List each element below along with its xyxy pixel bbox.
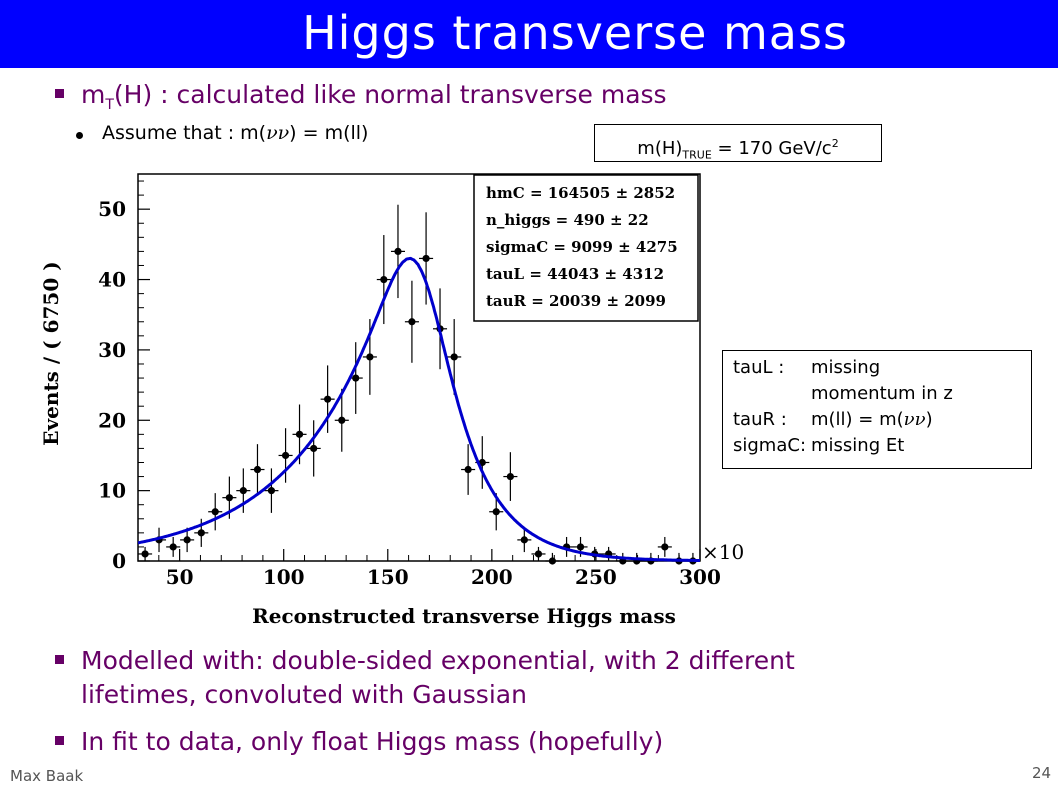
- legend-val-taur: m(ll) = m(νν): [811, 409, 933, 430]
- data-point: [390, 204, 406, 299]
- data-point: [447, 319, 462, 395]
- marker: [295, 430, 304, 438]
- data-point: [404, 280, 419, 363]
- marker: [310, 444, 318, 453]
- square-bullet-icon: [55, 736, 64, 745]
- x-tick-label: 250: [575, 565, 617, 589]
- bullet-model-line1: Modelled with: double-sided exponential,…: [81, 646, 795, 675]
- x-axis-multiplier: ×10: [702, 540, 744, 564]
- data-point: [208, 493, 223, 531]
- data-point: [376, 235, 391, 325]
- data-point: [685, 552, 700, 565]
- higgs-mass-chart: 50 100 150 200 250 300 0 10 20 30 40 50 Reconstruct…: [39, 173, 744, 628]
- data-point: [138, 546, 153, 561]
- marker: [408, 318, 416, 326]
- data-point: [320, 365, 335, 433]
- marker: [141, 550, 149, 558]
- fit-curve: [137, 256, 700, 562]
- marker: [366, 353, 374, 361]
- legend-key-taul: tauL :: [733, 357, 785, 378]
- data-point: [236, 468, 251, 513]
- data-point: [601, 546, 616, 561]
- y-tick-label: 40: [98, 268, 126, 292]
- legend-val-sigmac: missing Et: [811, 435, 905, 456]
- marker: [324, 395, 332, 403]
- legend-val-taul-2: momentum in z: [811, 383, 953, 404]
- fit-param-line: sigmaC = 9099 ± 4275: [486, 238, 678, 256]
- data-point: [657, 536, 672, 557]
- data-point: [166, 536, 181, 557]
- data-point: [503, 452, 518, 501]
- marker: [422, 254, 430, 263]
- marker: [169, 543, 177, 551]
- data-point: [334, 388, 349, 452]
- bullet-model-line2: lifetimes, convoluted with Gaussian: [81, 680, 527, 709]
- y-tick-label: 50: [98, 197, 126, 221]
- bullet-fit-text: In fit to data, only float Higgs mass (h…: [81, 727, 664, 756]
- marker: [197, 529, 205, 537]
- legend-key-taur: tauR :: [733, 409, 787, 430]
- y-tick-label: 30: [98, 338, 126, 362]
- sub-bullet-text: Assume that : m(νν) = m(ll): [102, 122, 369, 144]
- legend-key-sigmac: sigmaC:: [733, 435, 807, 456]
- marker: [183, 536, 191, 544]
- marker: [534, 550, 543, 558]
- marker: [253, 465, 262, 474]
- marker: [338, 416, 346, 424]
- fit-param-line: tauL = 44043 ± 4312: [486, 265, 664, 283]
- x-tick-label: 50: [166, 565, 194, 589]
- marker: [520, 536, 528, 544]
- page-number: 24: [1032, 764, 1052, 782]
- data-point: [545, 552, 560, 565]
- data-point: [517, 527, 532, 553]
- y-tick-label: 20: [98, 408, 126, 432]
- fit-param-line: tauR = 20039 ± 2099: [486, 292, 666, 310]
- data-point: [419, 212, 434, 305]
- marker: [239, 487, 247, 495]
- marker: [661, 543, 669, 551]
- data-point: [306, 420, 321, 477]
- data-point: [278, 428, 293, 483]
- y-tick-label: 0: [112, 549, 126, 573]
- marker: [450, 353, 458, 361]
- legend-val-taul: missing: [811, 357, 881, 378]
- y-axis-label: Events / ( 6750 ): [39, 261, 63, 445]
- x-tick-label: 300: [679, 565, 721, 589]
- bullet-text: mT(H) : calculated like normal transvers…: [81, 80, 667, 113]
- data-point: [461, 444, 476, 495]
- marker: [394, 247, 402, 255]
- x-tick-label: 150: [367, 565, 409, 589]
- square-bullet-icon: [55, 655, 64, 664]
- marker: [352, 374, 360, 382]
- y-tick-label: 10: [98, 479, 126, 503]
- marker: [506, 472, 514, 481]
- data-point: [264, 468, 279, 513]
- fit-param-line: n_higgs = 490 ± 22: [486, 211, 649, 229]
- fit-param-line: hmC = 164505 ± 2852: [486, 184, 675, 202]
- marker: [380, 275, 388, 284]
- data-point: [180, 527, 195, 553]
- marker: [211, 508, 219, 516]
- marker: [548, 557, 557, 565]
- x-axis-label: Reconstructed transverse Higgs mass: [252, 604, 676, 628]
- marker: [576, 543, 585, 551]
- marker: [492, 508, 500, 516]
- x-tick-label: 200: [471, 565, 513, 589]
- marker: [267, 487, 276, 495]
- round-bullet-icon: [76, 132, 83, 139]
- marker: [464, 465, 472, 474]
- parameter-legend-box: tauL : missing momentum in z tauR : m(ll…: [722, 350, 1032, 469]
- plot-frame: [137, 173, 701, 562]
- fit-params-box: [473, 174, 699, 322]
- x-tick-label: 100: [263, 565, 305, 589]
- data-point: [250, 444, 265, 495]
- slide-title: Higgs transverse mass: [302, 6, 848, 60]
- title-bar: [0, 0, 1058, 68]
- marker: [281, 451, 290, 460]
- footer-author: Max Baak: [10, 767, 84, 785]
- true-mass-box: m(H)TRUE = 170 GeV/c2: [594, 124, 882, 162]
- data-point: [531, 546, 546, 561]
- marker: [225, 494, 233, 502]
- square-bullet-icon: [55, 89, 64, 98]
